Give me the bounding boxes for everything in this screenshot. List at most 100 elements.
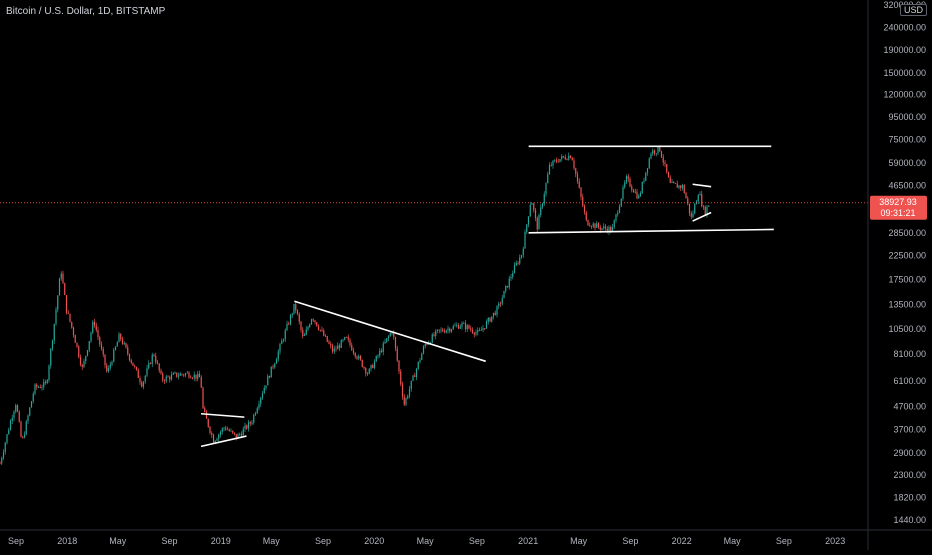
candle-body	[190, 377, 192, 379]
candle-body	[667, 172, 670, 178]
candle-body	[351, 344, 353, 351]
candle-body	[317, 326, 320, 330]
trendline[interactable]	[200, 412, 245, 418]
candle-body	[184, 373, 187, 376]
price-scale-label: 4700.00	[893, 401, 926, 411]
candle-body	[293, 303, 295, 314]
candle-body	[211, 432, 213, 435]
candle-body	[72, 327, 75, 336]
candle-body	[307, 327, 309, 330]
candle-body	[356, 356, 358, 359]
currency-button[interactable]: USD	[900, 4, 928, 16]
candle-body	[209, 426, 211, 433]
candle-body	[587, 219, 589, 226]
candle-body	[51, 340, 54, 349]
candle-body	[650, 153, 652, 159]
candle-body	[338, 345, 341, 348]
candle-body	[491, 316, 493, 322]
candle-body	[573, 160, 575, 169]
candle-body	[606, 228, 608, 233]
candle-body	[310, 319, 313, 325]
trendline[interactable]	[692, 211, 712, 222]
candle-body	[29, 407, 31, 416]
candle-body	[512, 273, 514, 277]
candle-body	[155, 355, 157, 363]
candle-body	[634, 191, 636, 193]
time-axis[interactable]: Sep 2018 May Sep 2019 May Sep 2020 May Sep 2021 May…	[8, 536, 845, 546]
candle-body	[543, 194, 545, 204]
candle-body	[219, 432, 222, 435]
trendline[interactable]	[528, 228, 774, 234]
candle-body	[309, 324, 311, 328]
candle-body	[617, 212, 619, 215]
price-scale-label: 46500.00	[888, 181, 926, 191]
candle-body	[664, 162, 666, 165]
candle-body	[408, 389, 411, 397]
candle-body	[603, 226, 605, 229]
candle-body	[333, 348, 335, 352]
candle-body	[494, 312, 496, 315]
candle-body	[622, 187, 624, 199]
candle-body	[202, 387, 204, 409]
candle-body	[526, 224, 528, 233]
candle-body	[158, 363, 160, 371]
candle-body	[34, 384, 36, 394]
time-axis-label: Sep	[622, 536, 638, 546]
time-axis-label: 2021	[518, 536, 538, 546]
candle-body	[268, 376, 271, 378]
candle-body	[247, 422, 250, 429]
candle-body	[81, 364, 83, 368]
price-scale-label: 75000.00	[888, 135, 926, 145]
candle-body	[186, 372, 188, 374]
candle-body	[690, 213, 692, 217]
candle-body	[653, 150, 656, 154]
candle-body	[169, 376, 171, 380]
candle-body	[314, 320, 316, 323]
candle-body	[279, 343, 281, 352]
candle-body	[583, 206, 586, 213]
candle-body	[86, 350, 89, 356]
price-scale-label: 2300.00	[893, 470, 926, 480]
candle-body	[557, 161, 559, 163]
candle-body	[417, 361, 419, 369]
candle-body	[302, 329, 304, 336]
candle-body	[95, 325, 97, 330]
candle-body	[62, 273, 64, 284]
candle-body	[671, 181, 673, 183]
candle-body	[534, 209, 537, 218]
candle-body	[632, 189, 635, 193]
candle-body	[503, 290, 505, 299]
candle-body	[702, 206, 705, 208]
candle-body	[246, 425, 248, 429]
candle-body	[615, 214, 617, 221]
candle-body	[636, 191, 638, 199]
candle-body	[83, 361, 85, 368]
candle-body	[331, 345, 334, 352]
candle-body	[225, 427, 227, 430]
candle-body	[375, 355, 377, 362]
trendline[interactable]	[692, 183, 712, 188]
candle-body	[547, 174, 549, 184]
candle-body	[226, 429, 229, 431]
price-scale-label: 17500.00	[888, 275, 926, 285]
candle-body	[195, 374, 197, 379]
candle-body	[22, 436, 24, 438]
candle-body	[303, 334, 306, 336]
candle-body	[107, 367, 110, 372]
trendline[interactable]	[200, 435, 247, 448]
candle-body	[69, 313, 71, 322]
candle-body	[608, 227, 610, 233]
candle-body	[680, 185, 682, 188]
candle-body	[569, 155, 572, 158]
trendline[interactable]	[294, 300, 486, 363]
candle-body	[405, 398, 407, 405]
candle-body	[403, 396, 405, 405]
candle-body	[97, 329, 99, 338]
candle-body	[228, 429, 230, 432]
candle-body	[676, 183, 678, 188]
price-scale[interactable]: 240000.00 190000.00 150000.00 120000.00 9500…	[883, 23, 926, 525]
candle-body	[366, 373, 369, 375]
candle-body	[520, 255, 523, 258]
